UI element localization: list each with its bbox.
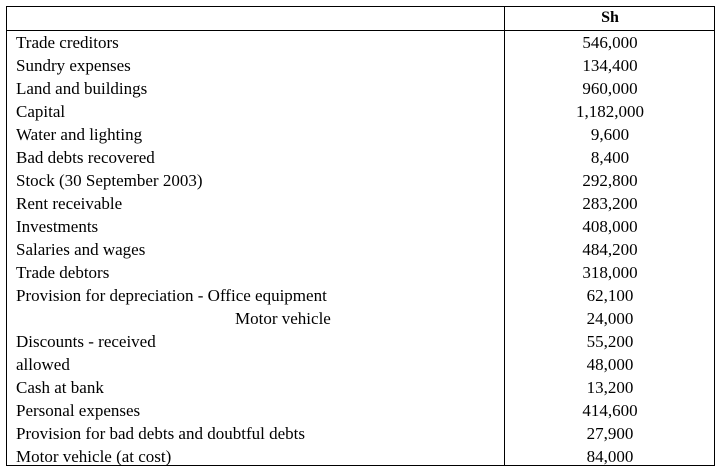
row-label: Sundry expenses	[16, 56, 131, 75]
header-amount: Sh	[601, 9, 619, 26]
column-divider	[504, 6, 505, 466]
row-label: Land and buildings	[16, 79, 148, 98]
row-amount: 1,182,000	[576, 102, 644, 121]
row-amount: 414,600	[582, 401, 638, 420]
row-label: Trade debtors	[16, 263, 110, 282]
row-label: Provision for bad debts and doubtful deb…	[16, 424, 305, 443]
row-label: Investments	[16, 217, 99, 236]
row-label: Capital	[16, 102, 66, 121]
header-rule	[6, 30, 715, 31]
row-label: Discounts - received	[16, 332, 156, 351]
row-label: Motor vehicle	[235, 309, 331, 328]
row-label: Personal expenses	[16, 401, 141, 420]
table-border	[6, 6, 715, 466]
row-label: Water and lighting	[16, 125, 143, 144]
row-amount: 9,600	[590, 125, 630, 144]
row-label: Provision for depreciation - Office equi…	[16, 286, 327, 305]
row-amount: 318,000	[582, 263, 638, 282]
row-amount: 24,000	[586, 309, 634, 328]
row-label: allowed	[16, 355, 70, 374]
row-label: Bad debts recovered	[16, 148, 155, 167]
row-amount: 13,200	[586, 378, 634, 397]
row-amount: 408,000	[582, 217, 638, 236]
row-amount: 292,800	[582, 171, 638, 190]
row-amount: 62,100	[586, 286, 634, 305]
row-amount: 960,000	[582, 79, 638, 98]
row-amount: 8,400	[590, 148, 630, 167]
row-amount: 84,000	[586, 447, 634, 466]
row-amount: 55,200	[586, 332, 634, 351]
row-amount: 27,900	[586, 424, 634, 443]
row-amount: 134,400	[582, 56, 638, 75]
row-label: Rent receivable	[16, 194, 123, 213]
row-label: Motor vehicle (at cost)	[16, 447, 172, 466]
row-amount: 283,200	[582, 194, 638, 213]
row-label: Trade creditors	[16, 33, 119, 52]
row-amount: 546,000	[582, 33, 638, 52]
row-label: Salaries and wages	[16, 240, 146, 259]
row-amount: 484,200	[582, 240, 638, 259]
row-label: Stock (30 September 2003)	[16, 171, 203, 190]
row-amount: 48,000	[586, 355, 634, 374]
row-label: Cash at bank	[16, 378, 104, 397]
